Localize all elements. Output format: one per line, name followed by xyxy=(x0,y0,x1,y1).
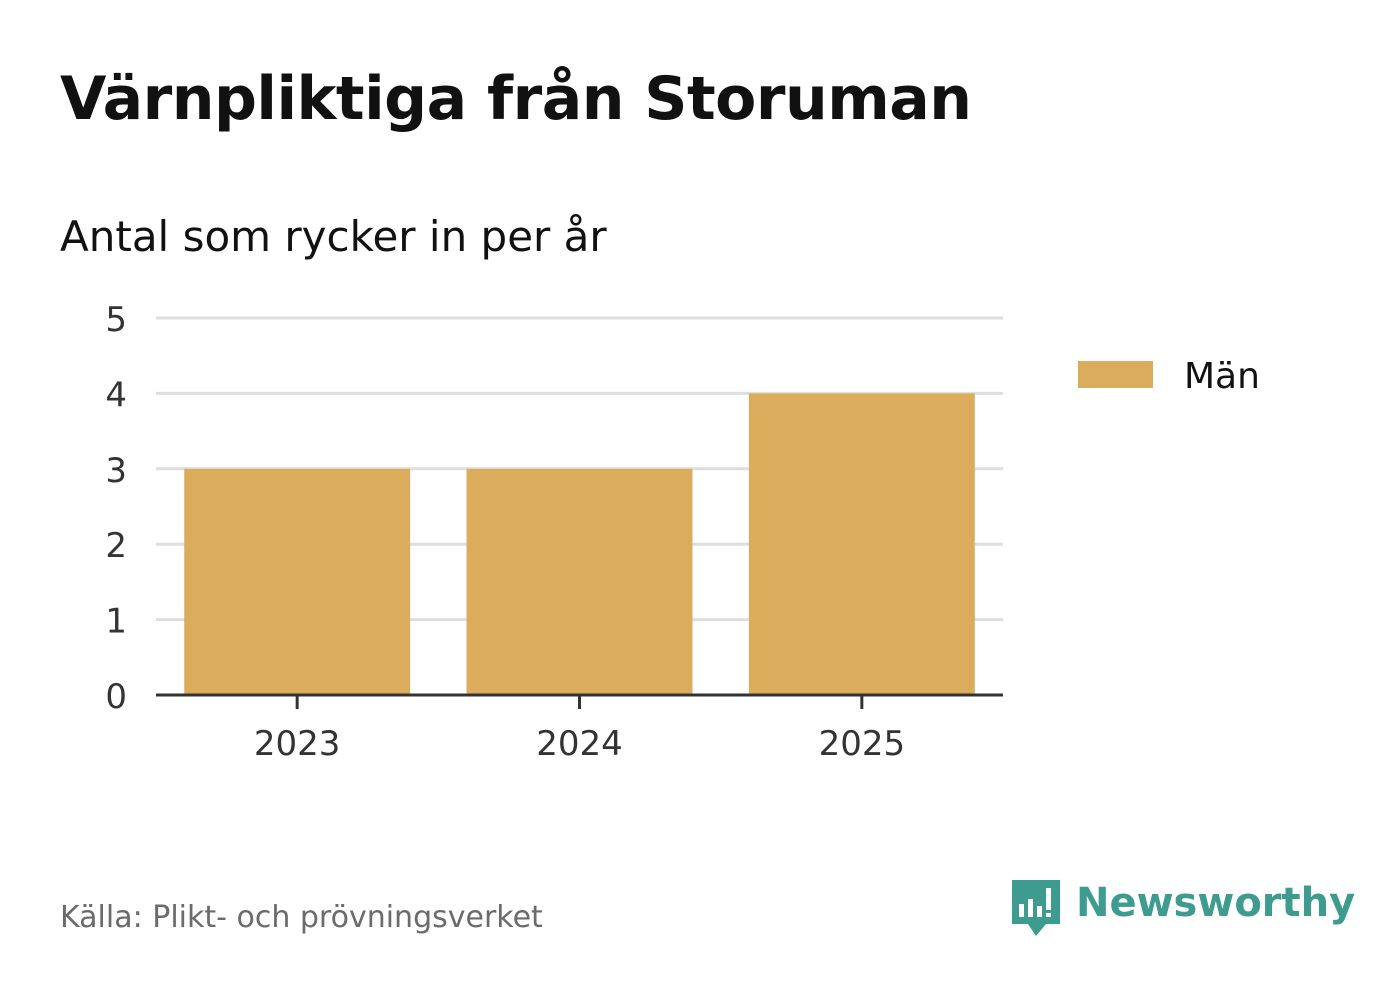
x-tick-label: 2023 xyxy=(254,724,341,764)
legend-label: Män xyxy=(1184,356,1260,397)
y-tick-label: 5 xyxy=(105,300,127,340)
y-tick-label: 0 xyxy=(105,677,127,717)
legend-swatch xyxy=(1078,361,1153,388)
y-tick-label: 3 xyxy=(105,451,127,491)
legend: Män xyxy=(1078,356,1260,397)
chart-title: Värnpliktiga från Storuman xyxy=(60,64,972,134)
x-tick-label: 2024 xyxy=(536,724,623,764)
axes: 0 1 2 3 4 5 2023 2024 2025 xyxy=(105,300,1003,764)
chart-subtitle: Antal som rycker in per år xyxy=(60,212,607,261)
bars xyxy=(184,393,975,695)
x-tick-label: 2025 xyxy=(819,724,906,764)
y-tick-label: 2 xyxy=(105,526,127,566)
y-tick-label: 1 xyxy=(105,602,127,642)
y-tick-label: 4 xyxy=(105,375,127,415)
source-note: Källa: Plikt- och prövningsverket xyxy=(60,900,543,935)
brand-logo: Newsworthy xyxy=(1010,878,1355,942)
bar-chart: 0 1 2 3 4 5 2023 2024 2025 Män xyxy=(105,300,1260,764)
bar-2025 xyxy=(748,393,975,695)
brand-name: Newsworthy xyxy=(1076,880,1356,926)
bar-2023 xyxy=(184,468,411,695)
bar-chart-speech-bubble-icon xyxy=(1012,880,1060,936)
bar-2024 xyxy=(466,468,693,695)
